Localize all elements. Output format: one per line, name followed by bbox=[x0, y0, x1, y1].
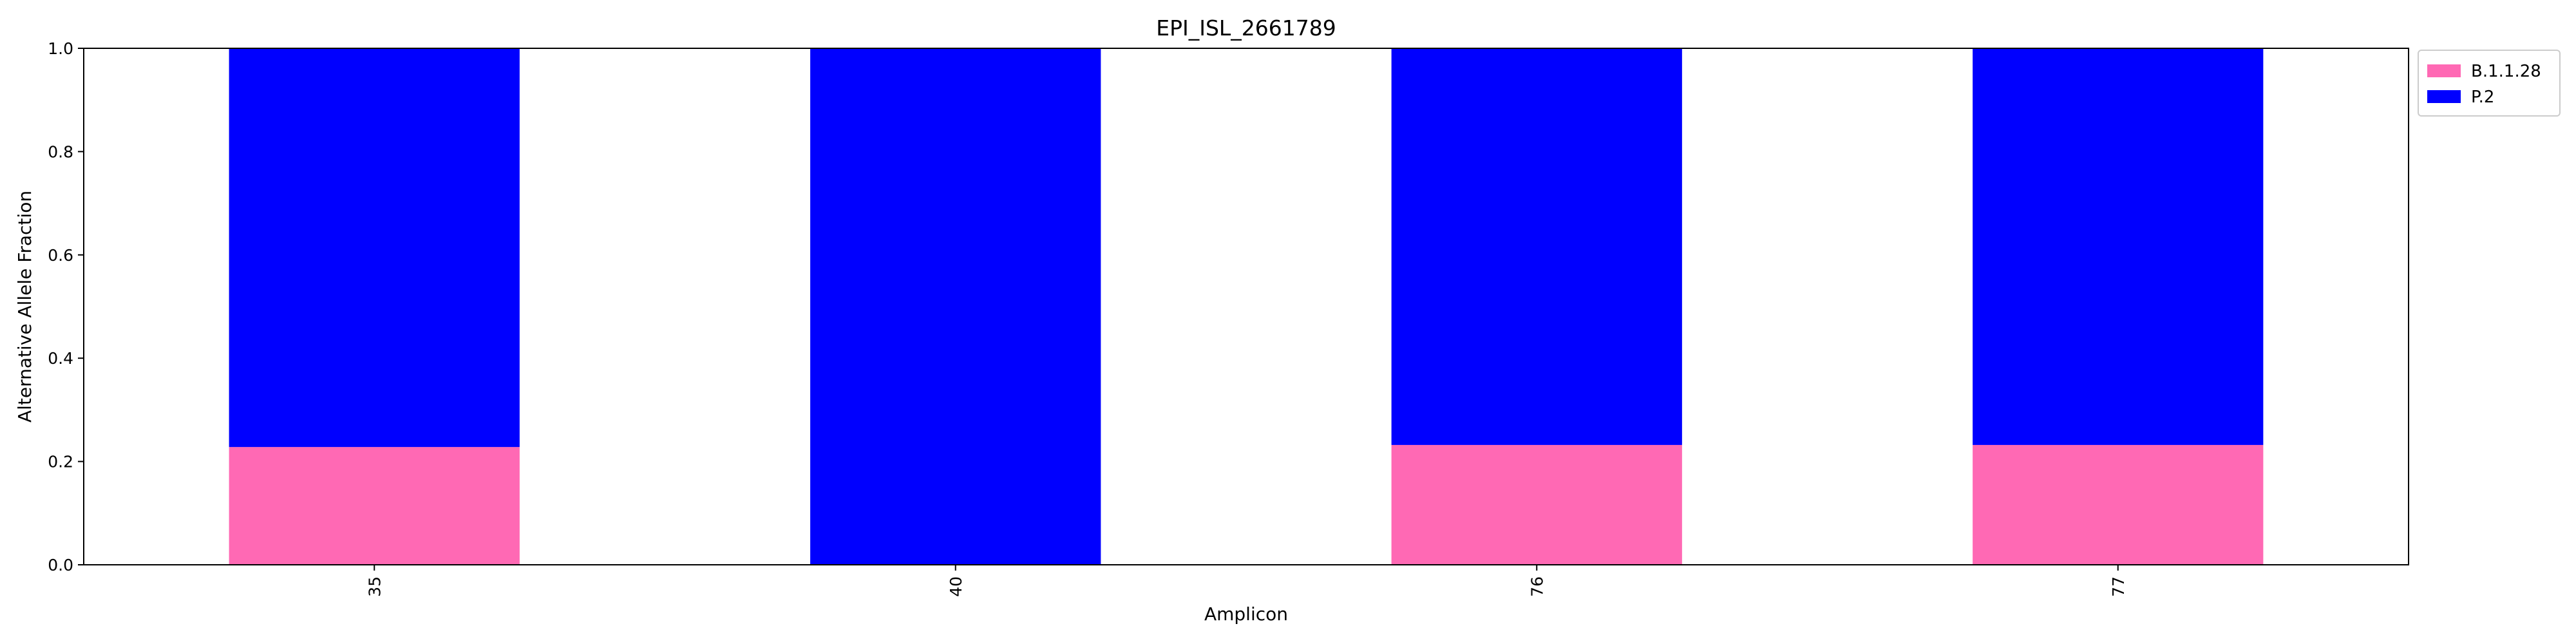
y-tick-label: 0.0 bbox=[48, 556, 73, 574]
legend-label: B.1.1.28 bbox=[2471, 62, 2541, 81]
bar-77-b-1-1-28 bbox=[1973, 444, 2264, 565]
legend-label: P.2 bbox=[2471, 88, 2494, 107]
y-tick-label: 0.8 bbox=[48, 142, 73, 161]
legend-swatch bbox=[2427, 64, 2461, 77]
x-tick-label: 76 bbox=[1528, 576, 1546, 597]
y-tick-label: 0.6 bbox=[48, 246, 73, 265]
legend: B.1.1.28 P.2 bbox=[2418, 50, 2561, 117]
y-axis: 0.0 0.2 0.4 0.6 0.8 1.0 bbox=[48, 39, 84, 574]
chart-title: EPI_ISL_2661789 bbox=[1156, 15, 1336, 41]
bar-35-b-1-1-28 bbox=[229, 447, 520, 565]
x-tick-label: 35 bbox=[365, 576, 384, 597]
bar-76-p-2 bbox=[1391, 48, 1682, 445]
bars bbox=[229, 48, 2264, 565]
y-tick-label: 0.4 bbox=[48, 349, 73, 368]
bar-40-p-2 bbox=[810, 48, 1101, 565]
legend-swatch bbox=[2427, 90, 2461, 103]
bar-77-p-2 bbox=[1973, 48, 2264, 445]
bar-76-b-1-1-28 bbox=[1391, 444, 1682, 565]
x-axis: 35 40 76 77 bbox=[365, 565, 2128, 597]
plot-frame bbox=[83, 48, 2409, 565]
bar-35-p-2 bbox=[229, 48, 520, 448]
y-tick-label: 1.0 bbox=[48, 39, 73, 58]
x-tick-label: 40 bbox=[947, 576, 965, 597]
y-tick-label: 0.2 bbox=[48, 453, 73, 471]
x-axis-label: Amplicon bbox=[1204, 603, 1288, 625]
y-axis-label: Alternative Allele Fraction bbox=[14, 191, 35, 422]
x-tick-label: 77 bbox=[2109, 576, 2128, 597]
